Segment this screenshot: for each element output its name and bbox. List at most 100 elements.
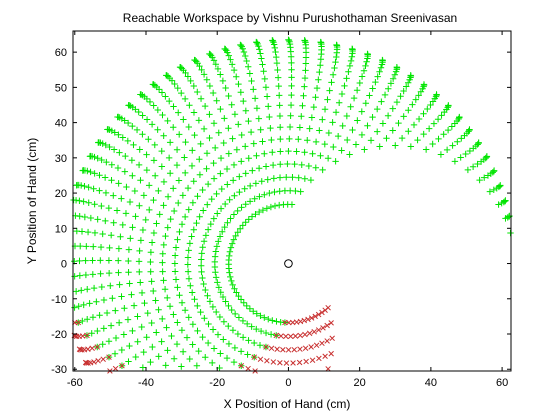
reachable-point-plus (275, 82, 282, 90)
reachable-point-plus (347, 57, 355, 65)
reachable-point-plus (124, 119, 132, 127)
reachable-point-plus (181, 307, 189, 314)
reachable-point-plus (156, 211, 163, 218)
reachable-point-plus (99, 341, 106, 348)
reachable-point-plus (189, 147, 196, 154)
reachable-point-plus (395, 119, 402, 127)
reachable-point-plus (216, 313, 224, 321)
reachable-point-plus (358, 131, 366, 139)
reachable-point-plus (244, 351, 251, 358)
reachable-point-plus (242, 201, 249, 208)
reachable-point-plus (138, 289, 146, 297)
reachable-point-plus (362, 100, 370, 107)
reachable-point-x (283, 333, 289, 340)
reachable-point-plus (129, 327, 136, 335)
reachable-point-plus (246, 305, 254, 312)
reachable-point-plus (162, 93, 169, 100)
reachable-point-plus (158, 89, 166, 96)
reachable-point-plus (91, 170, 98, 177)
y-tick-label: -20 (51, 329, 67, 341)
reachable-point-plus (302, 67, 309, 74)
reachable-point-plus (170, 103, 177, 110)
reachable-point-plus (448, 123, 456, 130)
reachable-point-plus (276, 124, 284, 131)
reachable-point-x (89, 345, 95, 352)
reachable-point-plus (246, 198, 254, 205)
reachable-point-plus (233, 73, 240, 80)
reachable-point-plus (364, 122, 371, 129)
reachable-point-x (313, 342, 320, 349)
reachable-point-x (328, 350, 334, 357)
reachable-point-plus (203, 165, 210, 172)
reachable-point-plus (140, 192, 148, 199)
reachable-point-plus (198, 250, 205, 257)
reachable-point-plus (389, 75, 397, 82)
reachable-point-plus (434, 116, 442, 123)
reachable-point-plus (213, 97, 220, 104)
reachable-point-x (319, 309, 325, 316)
reachable-point-plus (108, 161, 116, 168)
reachable-point-plus (270, 175, 278, 182)
reachable-point-plus (166, 303, 174, 310)
reachable-point-plus (208, 359, 216, 367)
reachable-point-plus (129, 122, 136, 130)
reachable-point-x (112, 365, 119, 372)
reachable-point-plus (228, 306, 235, 314)
reachable-point-plus (96, 312, 103, 319)
reachable-point-plus (486, 188, 494, 195)
reachable-point-plus (224, 219, 231, 226)
reachable-point-x (251, 354, 257, 360)
reachable-point-plus (374, 128, 381, 135)
reachable-point-plus (178, 299, 186, 307)
reachable-point-plus (317, 62, 324, 69)
reachable-point-plus (301, 149, 308, 156)
reachable-point-plus (334, 132, 342, 140)
reachable-point-plus (387, 80, 395, 87)
reachable-point-plus (174, 236, 181, 243)
reachable-point-plus (261, 150, 268, 157)
reachable-point-plus (80, 198, 87, 205)
reachable-point-plus (219, 77, 227, 85)
reachable-point-plus (239, 222, 246, 229)
reachable-point-plus (243, 57, 250, 65)
reachable-point-plus (202, 354, 209, 361)
reachable-point-plus (276, 174, 284, 181)
reachable-point-plus (495, 183, 503, 191)
reachable-point-plus (179, 348, 187, 355)
reachable-point-plus (424, 105, 431, 113)
reachable-point-plus (316, 68, 323, 76)
reachable-point-plus (253, 152, 260, 159)
reachable-point-plus (159, 315, 166, 323)
reachable-point-plus (189, 341, 196, 348)
reachable-point-plus (129, 172, 136, 179)
reachable-point-plus (122, 210, 130, 217)
reachable-point-plus (308, 114, 316, 121)
reachable-point-plus (210, 120, 218, 127)
reachable-point-plus (343, 112, 351, 120)
reachable-point-plus (83, 316, 91, 323)
reachable-point-plus (319, 116, 326, 123)
reachable-point-plus (170, 311, 177, 318)
y-axis-title: Y Position of Hand (cm) (25, 138, 39, 265)
reachable-point-plus (235, 121, 242, 128)
reachable-point-plus (164, 294, 171, 302)
reachable-point-plus (168, 332, 175, 340)
reachable-point-plus (223, 354, 231, 362)
reachable-point-plus (269, 161, 277, 169)
reachable-point-plus (118, 293, 125, 300)
reachable-point-plus (273, 318, 280, 325)
reachable-point-plus (193, 219, 200, 227)
reachable-point-plus (227, 56, 234, 63)
reachable-point-plus (176, 63, 184, 71)
reachable-point-plus (245, 216, 252, 223)
reachable-point-plus (210, 175, 218, 182)
reachable-point-plus (376, 143, 383, 150)
reachable-point-plus (184, 261, 192, 268)
reachable-point-plus (333, 53, 340, 61)
reachable-point-plus (392, 142, 399, 149)
reachable-point-plus (307, 176, 315, 184)
reachable-point-x (324, 338, 330, 344)
reachable-point-plus (150, 287, 157, 295)
reachable-point-plus (435, 135, 442, 143)
reachable-point-plus (204, 339, 212, 347)
